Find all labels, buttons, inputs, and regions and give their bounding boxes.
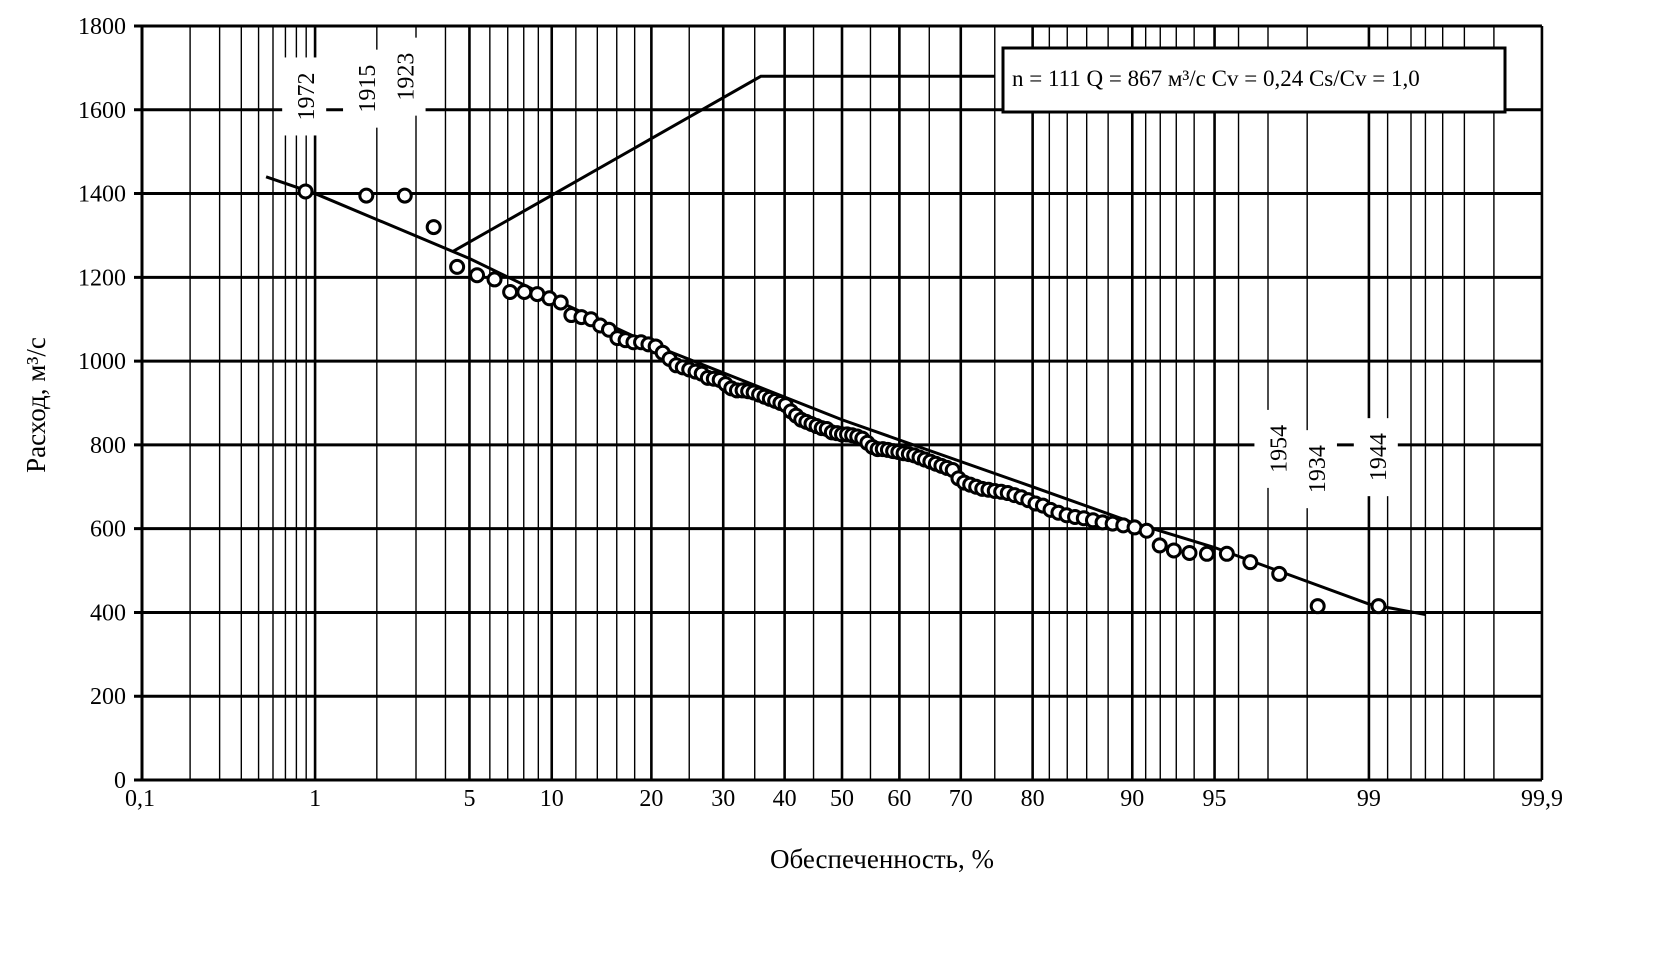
data-point (1370, 598, 1387, 615)
x-tick-label: 0,1 (125, 786, 155, 812)
data-point (486, 271, 503, 288)
x-tick-label: 50 (830, 786, 854, 812)
y-tick-label: 800 (90, 433, 126, 459)
x-tick-label: 80 (1021, 786, 1045, 812)
year-annotations: 1972 1915 1923 1954 1934 1944 (294, 53, 1392, 494)
annotation-background (381, 37, 426, 116)
data-point (425, 219, 442, 236)
year-label: 1954 (1266, 425, 1292, 473)
observed-points (297, 183, 1387, 615)
x-tick-label: 60 (887, 786, 911, 812)
legend-box (1001, 46, 1507, 114)
y-tick-label: 1800 (78, 14, 126, 40)
y-tick-label: 0 (114, 768, 126, 794)
annotation-background (1292, 430, 1337, 509)
data-point (297, 183, 314, 200)
fitted-curve (265, 175, 1426, 617)
y-tick-label: 600 (90, 517, 126, 543)
data-point (1242, 554, 1259, 571)
y-tick-label: 1200 (78, 265, 126, 291)
year-label: 1944 (1366, 433, 1392, 481)
y-axis-title: Расход, м³/с (21, 337, 51, 473)
data-point (1271, 565, 1288, 582)
data-point (1218, 545, 1235, 562)
data-point (449, 258, 466, 275)
x-tick-label: 90 (1120, 786, 1144, 812)
year-label: 1923 (394, 53, 420, 101)
legend-text: n = 111 Q = 867 м³/с Cv = 0,24 Cs/Cv = 1… (1012, 66, 1420, 91)
fitted-curve-group (265, 175, 1426, 617)
annotation-background (343, 49, 388, 128)
grid (134, 24, 1544, 782)
legend-leader-line (452, 74, 995, 253)
y-tick-label: 1000 (78, 349, 126, 375)
y-tick-label: 1400 (78, 182, 126, 208)
data-point (396, 187, 413, 204)
data-point (1138, 522, 1155, 539)
data-point (1151, 537, 1168, 554)
data-point (1165, 542, 1182, 559)
data-point (516, 283, 533, 300)
x-tick-label: 1 (309, 786, 321, 812)
tick-labels: 0 200 400 600 800 1000 1200 1400 1600 1800 0,1 1 5 10… (78, 14, 1563, 812)
year-label: 1972 (294, 72, 320, 120)
annotation-background (1353, 418, 1398, 497)
data-point (469, 267, 486, 284)
y-tick-label: 400 (90, 600, 126, 626)
x-tick-label: 40 (773, 786, 797, 812)
x-tick-label: 95 (1203, 786, 1227, 812)
x-tick-label: 10 (540, 786, 564, 812)
data-point (502, 283, 519, 300)
annotation-backgrounds (282, 37, 1398, 509)
year-label: 1934 (1305, 445, 1331, 493)
y-tick-label: 1600 (78, 98, 126, 124)
x-tick-label: 30 (711, 786, 735, 812)
annotation-background (282, 57, 327, 136)
x-tick-label: 20 (639, 786, 663, 812)
x-tick-label: 5 (463, 786, 475, 812)
data-point (1198, 545, 1215, 562)
data-point (358, 187, 375, 204)
data-point (1181, 544, 1198, 561)
data-point (1309, 598, 1326, 615)
x-tick-label: 99,9 (1521, 786, 1563, 812)
x-axis-title: Обеспеченность, % (770, 844, 994, 874)
year-label: 1915 (355, 65, 381, 113)
x-tick-label: 70 (949, 786, 973, 812)
x-tick-label: 99 (1357, 786, 1381, 812)
data-point (552, 294, 569, 311)
legend: n = 111 Q = 867 м³/с Cv = 0,24 Cs/Cv = 1… (452, 46, 1507, 253)
annotation-background (1254, 409, 1299, 488)
y-tick-label: 200 (90, 684, 126, 710)
